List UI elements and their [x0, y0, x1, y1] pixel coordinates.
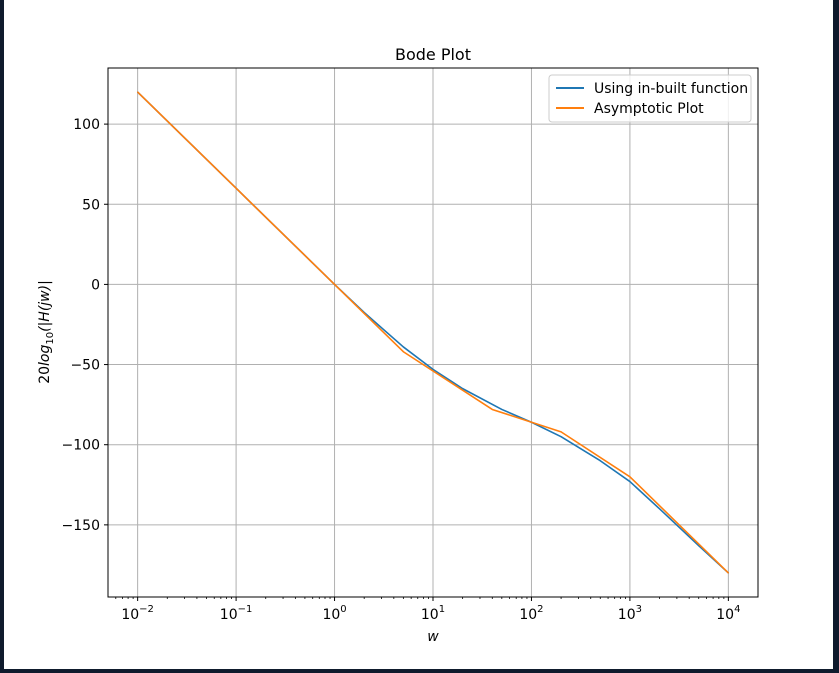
legend: Using in-built function Asymptotic Plot	[548, 74, 752, 123]
x-tick-label: 103	[618, 604, 642, 623]
data-point-series-0	[599, 460, 601, 462]
x-tick-label: 10−1	[220, 604, 253, 623]
x-axis-label: w	[427, 629, 439, 645]
legend-box	[548, 74, 752, 123]
data-point-series-0	[658, 508, 661, 510]
data-point-series-0	[432, 368, 434, 370]
data-point-series-1	[491, 408, 493, 411]
data-point-series-1	[235, 187, 237, 189]
data-point-series-1	[333, 283, 336, 286]
data-point-series-0	[560, 436, 562, 438]
y-tick-label: 0	[91, 277, 100, 293]
y-tick-label: 50	[82, 197, 100, 213]
data-point-series-1	[727, 572, 729, 574]
data-point-series-1	[560, 431, 562, 433]
grid	[108, 68, 758, 597]
data-point-series-1	[402, 351, 404, 353]
legend-label-inbuilt: Using in-built function	[594, 81, 748, 97]
x-tick-label: 100	[322, 604, 346, 623]
legend-label-asymptotic: Asymptotic Plot	[594, 101, 704, 117]
data-point-series-0	[462, 388, 464, 390]
x-tick-label: 104	[716, 604, 740, 623]
bode-chart: Bode Plot 10−2 10−1 100 101 102 103 104 100 50 0…	[37, 45, 759, 645]
data-point-series-0	[501, 408, 503, 411]
y-tick-label: −50	[70, 358, 100, 374]
y-axis-ticks: 100 50 0 −50 −100 −150	[62, 117, 108, 534]
series-line-1	[137, 91, 729, 574]
data-point-series-1	[137, 91, 139, 93]
x-tick-label: 10−2	[121, 604, 154, 623]
y-tick-label: −150	[62, 518, 100, 534]
y-tick-label: −100	[62, 438, 100, 454]
y-axis-label: 20log10(|H(jw)|	[37, 280, 56, 384]
data-point-series-0	[629, 480, 631, 483]
figure: Bode Plot 10−2 10−1 100 101 102 103 104 100 50 0…	[4, 0, 833, 669]
y-tick-label: 100	[73, 117, 100, 133]
chart-title: Bode Plot	[395, 45, 471, 64]
x-axis-ticks: 10−2 10−1 100 101 102 103 104	[121, 597, 740, 623]
x-tick-label: 102	[519, 604, 543, 623]
data-point-series-1	[629, 476, 631, 478]
x-tick-label: 101	[421, 604, 445, 623]
series-layer	[137, 91, 729, 574]
data-point-series-0	[402, 346, 404, 348]
